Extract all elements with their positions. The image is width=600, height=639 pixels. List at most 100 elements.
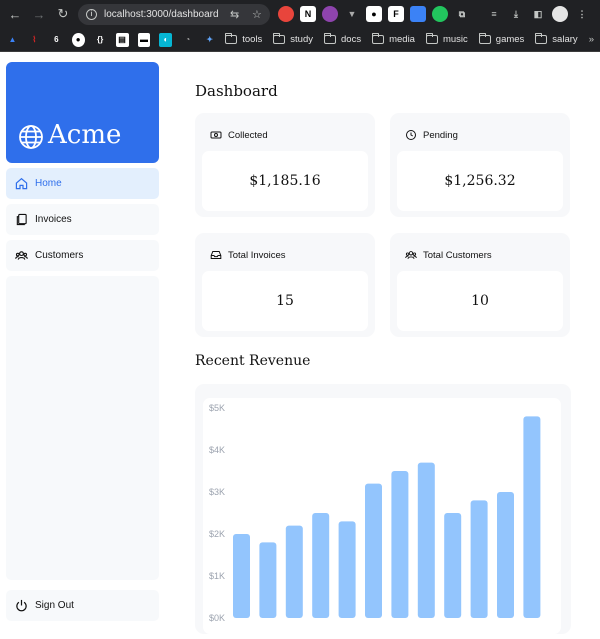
bookmark-star-icon[interactable]: ☆ — [252, 9, 262, 21]
revenue-bar — [523, 416, 541, 618]
extension-icon[interactable] — [432, 6, 448, 22]
page-title: Dashboard — [195, 82, 278, 100]
folder-icon — [273, 33, 286, 44]
logo-link[interactable]: Acme — [6, 62, 159, 163]
card-value: $1,256.32 — [397, 151, 563, 211]
menu-icon[interactable]: ⋮ — [577, 8, 587, 19]
notion-extension-icon[interactable]: N — [300, 6, 316, 22]
folder-icon — [372, 33, 385, 44]
bookmark-icon[interactable]: ◐ — [159, 32, 173, 47]
page: Acme Home Invoices Customers Sign Out Da… — [0, 52, 600, 634]
reload-icon[interactable]: ↻ — [57, 6, 69, 21]
bluesky-bookmark-icon[interactable]: ▲ — [8, 35, 17, 44]
revenue-bar — [312, 513, 330, 618]
revenue-bar — [285, 525, 303, 618]
users-icon — [405, 251, 417, 259]
brand-name: Acme — [48, 120, 122, 150]
power-icon — [16, 599, 27, 612]
bookmark-folder[interactable]: media — [372, 33, 415, 45]
bookmark-folder[interactable]: salary — [535, 33, 578, 45]
vue-extension-icon[interactable]: ▼ — [347, 9, 357, 19]
revenue-chart-card: $5K $4K $3K $2K $1K $0K — [195, 384, 571, 634]
url-text: localhost:3000/dashboard — [104, 9, 219, 20]
bookmarks-bar: ▲ ⌇ 6 ● {} ▤ ▬ ◐ ◔ ✦ tools study docs me… — [0, 28, 600, 52]
extension-icon[interactable] — [322, 6, 338, 22]
revenue-chart: $5K $4K $3K $2K $1K $0K — [209, 403, 541, 623]
y-tick-label: $0K — [209, 613, 225, 623]
bookmarks-overflow-icon[interactable]: » — [588, 34, 594, 45]
invoices-icon — [16, 213, 27, 226]
extensions-row: N ▼ ● F ⧉ ≡ ⤓ ◧ ⋮ — [278, 6, 596, 22]
sidebar-item-label: Home — [35, 178, 62, 189]
puzzle-icon[interactable]: ⧉ — [458, 8, 466, 19]
extension-icon[interactable]: F — [388, 6, 404, 22]
download-icon[interactable]: ⤓ — [514, 8, 518, 19]
folder-icon — [478, 33, 491, 44]
card-total-customers: Total Customers 10 — [390, 233, 570, 337]
revenue-bar — [338, 521, 356, 618]
site-info-icon[interactable]: i — [86, 9, 97, 20]
revenue-chart-panel: $5K $4K $3K $2K $1K $0K — [203, 398, 561, 634]
bookmark-folder[interactable]: docs — [324, 33, 361, 45]
y-tick-label: $2K — [209, 529, 225, 539]
back-icon[interactable]: ← — [8, 6, 22, 22]
bookmark-folder[interactable]: tools — [225, 33, 262, 45]
home-icon — [15, 177, 28, 190]
globe-icon — [19, 125, 43, 149]
card-label: Pending — [423, 129, 458, 141]
bookmark-icon[interactable]: ▤ — [115, 32, 129, 47]
clock-icon — [406, 130, 416, 140]
forward-icon[interactable]: → — [32, 6, 46, 22]
profile-avatar[interactable] — [552, 6, 568, 22]
sidebar: Acme Home Invoices Customers Sign Out — [6, 62, 159, 624]
address-bar[interactable]: i localhost:3000/dashboard ⇆ ☆ — [78, 4, 270, 25]
card-label: Collected — [228, 129, 268, 141]
revenue-bar — [417, 462, 435, 618]
sign-out-button[interactable]: Sign Out — [6, 590, 159, 621]
sidebar-item-invoices[interactable]: Invoices — [6, 204, 159, 235]
sidebar-item-home[interactable]: Home — [6, 168, 159, 199]
y-tick-label: $4K — [209, 445, 225, 455]
extension-icon[interactable]: ● — [366, 6, 382, 22]
bookmark-folder[interactable]: study — [273, 33, 313, 45]
y-tick-label: $5K — [209, 403, 225, 413]
bookmark-icon[interactable]: {} — [97, 35, 104, 44]
gemini-bookmark-icon[interactable]: ✦ — [206, 35, 214, 44]
sign-out-label: Sign Out — [35, 600, 74, 611]
extension-icon[interactable] — [278, 6, 294, 22]
side-panel-icon[interactable]: ◧ — [533, 8, 543, 19]
translate-icon[interactable]: ⇆ — [230, 9, 240, 21]
reading-list-icon[interactable]: ≡ — [491, 9, 497, 19]
revenue-bar — [497, 492, 514, 618]
sidebar-item-label: Invoices — [35, 214, 72, 225]
bookmark-icon[interactable]: 6 — [54, 35, 59, 44]
browser-toolbar: ← → ↻ i localhost:3000/dashboard ⇆ ☆ N ▼… — [0, 0, 600, 28]
card-value: 15 — [202, 271, 368, 331]
revenue-bar — [365, 483, 382, 618]
banknote-icon — [210, 131, 222, 139]
folder-icon — [425, 33, 438, 44]
folder-icon — [225, 33, 238, 44]
bookmark-folder[interactable]: games — [478, 33, 524, 45]
bookmark-icon[interactable]: ⌇ — [32, 35, 37, 44]
card-pending: Pending $1,256.32 — [390, 113, 570, 217]
bookmark-icon[interactable]: ▬ — [137, 32, 151, 47]
bookmark-folder[interactable]: music — [425, 33, 468, 45]
github-bookmark-icon[interactable]: ● — [71, 32, 85, 47]
card-label: Total Customers — [423, 249, 492, 261]
extension-icon[interactable] — [410, 6, 426, 22]
card-label: Total Invoices — [228, 249, 286, 261]
sidebar-item-customers[interactable]: Customers — [6, 240, 159, 271]
revenue-bar — [259, 542, 277, 618]
card-total-invoices: Total Invoices 15 — [195, 233, 375, 337]
bookmark-icon[interactable]: ◔ — [185, 35, 191, 44]
sidebar-item-label: Customers — [35, 250, 84, 261]
revenue-bar — [391, 471, 409, 618]
card-collected: Collected $1,185.16 — [195, 113, 375, 217]
card-value: 10 — [397, 271, 563, 331]
card-value: $1,185.16 — [202, 151, 368, 211]
section-title: Recent Revenue — [195, 353, 311, 369]
y-tick-label: $1K — [209, 571, 225, 581]
folder-icon — [324, 33, 337, 44]
revenue-bar — [444, 513, 462, 618]
